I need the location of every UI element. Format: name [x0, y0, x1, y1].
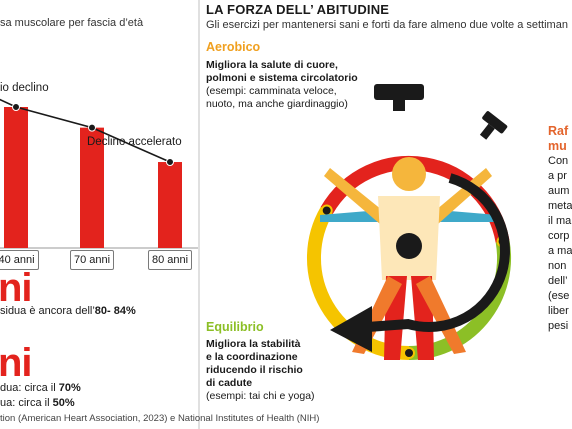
- balance-line: e la coordinazione: [206, 351, 298, 363]
- balance-line: Migliora la stabilità: [206, 338, 301, 350]
- note-3: ua: circa il 50%: [0, 397, 75, 409]
- trend-point: [12, 103, 20, 111]
- strength-line: liber: [548, 305, 569, 317]
- strength-line: (ese: [548, 290, 570, 302]
- panel-divider: [198, 0, 200, 429]
- trend-line: [0, 98, 171, 163]
- aerobic-title: Aerobico: [206, 40, 261, 54]
- strength-line: corp: [548, 230, 570, 242]
- stopwatch-illustration: [306, 84, 512, 360]
- strength-line: aum: [548, 185, 570, 197]
- muscle-chart: [0, 98, 198, 249]
- section-title: LA FORZA DELL’ ABITUDINE: [206, 2, 390, 17]
- strength-line: a pr: [548, 170, 567, 182]
- balance-line: (esempi: tai chi e yoga): [206, 390, 315, 402]
- strength-title-line: mu: [548, 139, 567, 153]
- source-note: tion (American Heart Association, 2023) …: [0, 413, 320, 424]
- ring-yellow-arc: [306, 207, 410, 360]
- section-subtitle: Gli esercizi per mantenersi sani e forti…: [206, 19, 568, 31]
- aerobic-line: polmoni e sistema circolatorio: [206, 72, 358, 84]
- big-red-line-2: ni: [0, 341, 33, 385]
- accel-decline-label: Declino accelerato: [87, 136, 182, 148]
- strength-line: non: [548, 260, 567, 272]
- ring-marker-balance: [403, 347, 415, 359]
- note-2: dua: circa il 70%: [0, 382, 81, 394]
- stopwatch-stem: [393, 98, 405, 111]
- head: [392, 157, 426, 191]
- strength-line: il ma: [548, 215, 572, 227]
- strength-title-line: Raf: [548, 124, 569, 138]
- balance-body: Migliora la stabilità e la coordinazione…: [206, 338, 346, 403]
- aerobic-line: (esempi: camminata veloce,: [206, 85, 337, 97]
- strength-line: Con: [548, 155, 569, 167]
- arm-left-blue: [320, 210, 380, 222]
- bar-80-anni: [158, 162, 182, 248]
- ring-marker-aerobic: [320, 204, 333, 217]
- left-subtitle: sa muscolare per fascia d’età: [0, 17, 144, 29]
- aerobic-line: nuoto, ma anche giardinaggio): [206, 98, 348, 110]
- balance-line: riducendo il rischio: [206, 364, 303, 376]
- arm-left-raised: [324, 168, 382, 224]
- aerobic-line: Migliora la salute di cuore,: [206, 59, 338, 71]
- x-label-70: 70 anni: [70, 250, 114, 270]
- decline-label: io declino: [0, 82, 49, 94]
- strength-line: pesi: [548, 320, 569, 332]
- bar-70-anni: [80, 127, 104, 248]
- note-1: sidua è ancora dell’80- 84%: [0, 305, 136, 317]
- x-label-80: 80 anni: [148, 250, 192, 270]
- stopwatch-crown-icon: [374, 84, 424, 100]
- strength-column: Raf mu Con a pr aum meta il ma corp a ma…: [548, 124, 572, 334]
- strength-line: a ma: [548, 245, 572, 257]
- arm-right-blue: [438, 210, 498, 222]
- leg-right-spread: [416, 276, 466, 354]
- arm-right-raised: [436, 168, 492, 224]
- x-label-40: 40 anni: [0, 250, 39, 270]
- aerobic-body: Migliora la salute di cuore, polmoni e s…: [206, 59, 386, 111]
- balance-line: di cadute: [206, 377, 253, 389]
- strength-line: dell’: [548, 275, 568, 287]
- rotation-arrow: [353, 173, 510, 333]
- balance-title: Equilibrio: [206, 320, 264, 334]
- strength-line: meta: [548, 200, 572, 212]
- bar-40-anni: [4, 107, 28, 248]
- rotation-arrowhead-icon: [330, 306, 372, 352]
- trend-point: [166, 158, 174, 167]
- heart-dot: [396, 233, 422, 259]
- stopwatch-side-button-icon: [479, 111, 508, 140]
- trend-point: [88, 123, 96, 132]
- big-red-line-1: ni: [0, 266, 33, 310]
